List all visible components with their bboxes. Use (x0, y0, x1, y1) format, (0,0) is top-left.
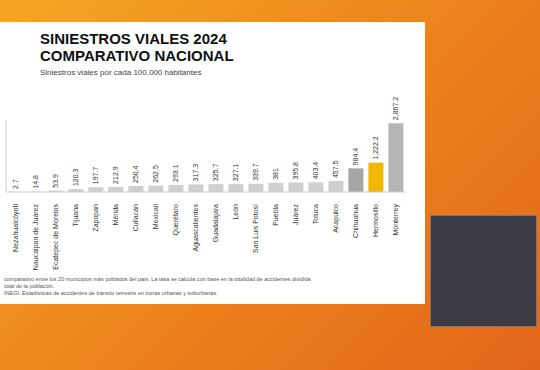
svg-text:262.5: 262.5 (152, 165, 159, 183)
html-text:total de la población.: total de la población. (4, 283, 55, 289)
svg-text:Guadalajara: Guadalajara (212, 204, 220, 242)
html-text:COMPARATIVO NACIONAL: COMPARATIVO NACIONAL (40, 47, 234, 64)
html-text:Siniestros viales por cada 100: Siniestros viales por cada 100,000 habit… (40, 68, 202, 77)
svg-text:Hermosillo: Hermosillo (372, 204, 379, 237)
html-text:SINIESTROS VIALES 2024: SINIESTROS VIALES 2024 (40, 30, 227, 47)
svg-text:317.3: 317.3 (192, 164, 199, 182)
svg-text:Querétaro: Querétaro (172, 204, 180, 236)
svg-text:León: León (232, 204, 239, 220)
svg-text:457.5: 457.5 (332, 160, 339, 178)
svg-text:Ecatepec de Morelos: Ecatepec de Morelos (52, 204, 60, 270)
svg-text:395.8: 395.8 (292, 162, 299, 180)
svg-text:Tijuana: Tijuana (72, 204, 80, 227)
svg-text:Aguascalientes: Aguascalientes (192, 204, 200, 252)
svg-text:Nezahualcóyotl: Nezahualcóyotl (12, 204, 20, 252)
html-text:INEGI. Estadísticas de acciden: INEGI. Estadísticas de accidentes de trá… (4, 290, 218, 296)
svg-text:San Luis Potosí: San Luis Potosí (252, 204, 259, 253)
svg-text:984.4: 984.4 (352, 148, 359, 166)
svg-text:2.7: 2.7 (12, 179, 19, 189)
svg-text:197.7: 197.7 (92, 167, 99, 185)
svg-text:Toluca: Toluca (312, 204, 319, 224)
svg-text:381: 381 (272, 168, 279, 180)
svg-text:1,222.2: 1,222.2 (372, 136, 379, 159)
svg-text:339.7: 339.7 (252, 163, 259, 181)
svg-text:Culiacán: Culiacán (132, 204, 139, 231)
svg-text:327.1: 327.1 (232, 164, 239, 182)
svg-text:Monterrey: Monterrey (392, 204, 400, 236)
svg-text:212.9: 212.9 (112, 166, 119, 184)
svg-text:14.8: 14.8 (32, 175, 39, 189)
svg-text:Juárez: Juárez (292, 204, 299, 226)
svg-text:Naucalpan de Juárez: Naucalpan de Juárez (32, 204, 40, 271)
svg-text:403.4: 403.4 (312, 162, 319, 180)
svg-text:2,867.2: 2,867.2 (392, 97, 399, 120)
svg-text:325.7: 325.7 (212, 164, 219, 182)
html-text:comparativo entre los 20 munic: comparativo entre los 20 municipios más … (4, 276, 311, 282)
svg-text:Acapulco: Acapulco (332, 204, 340, 233)
svg-text:293.1: 293.1 (172, 164, 179, 182)
svg-text:Chihuahua: Chihuahua (352, 204, 359, 238)
svg-text:53.9: 53.9 (52, 174, 59, 188)
svg-text:120.3: 120.3 (72, 168, 79, 186)
svg-text:Mexicali: Mexicali (152, 204, 159, 230)
svg-text:Puebla: Puebla (272, 204, 279, 226)
svg-text:Mérida: Mérida (112, 204, 119, 226)
svg-text:250.4: 250.4 (132, 165, 139, 183)
svg-text:Zapopan: Zapopan (92, 204, 100, 232)
